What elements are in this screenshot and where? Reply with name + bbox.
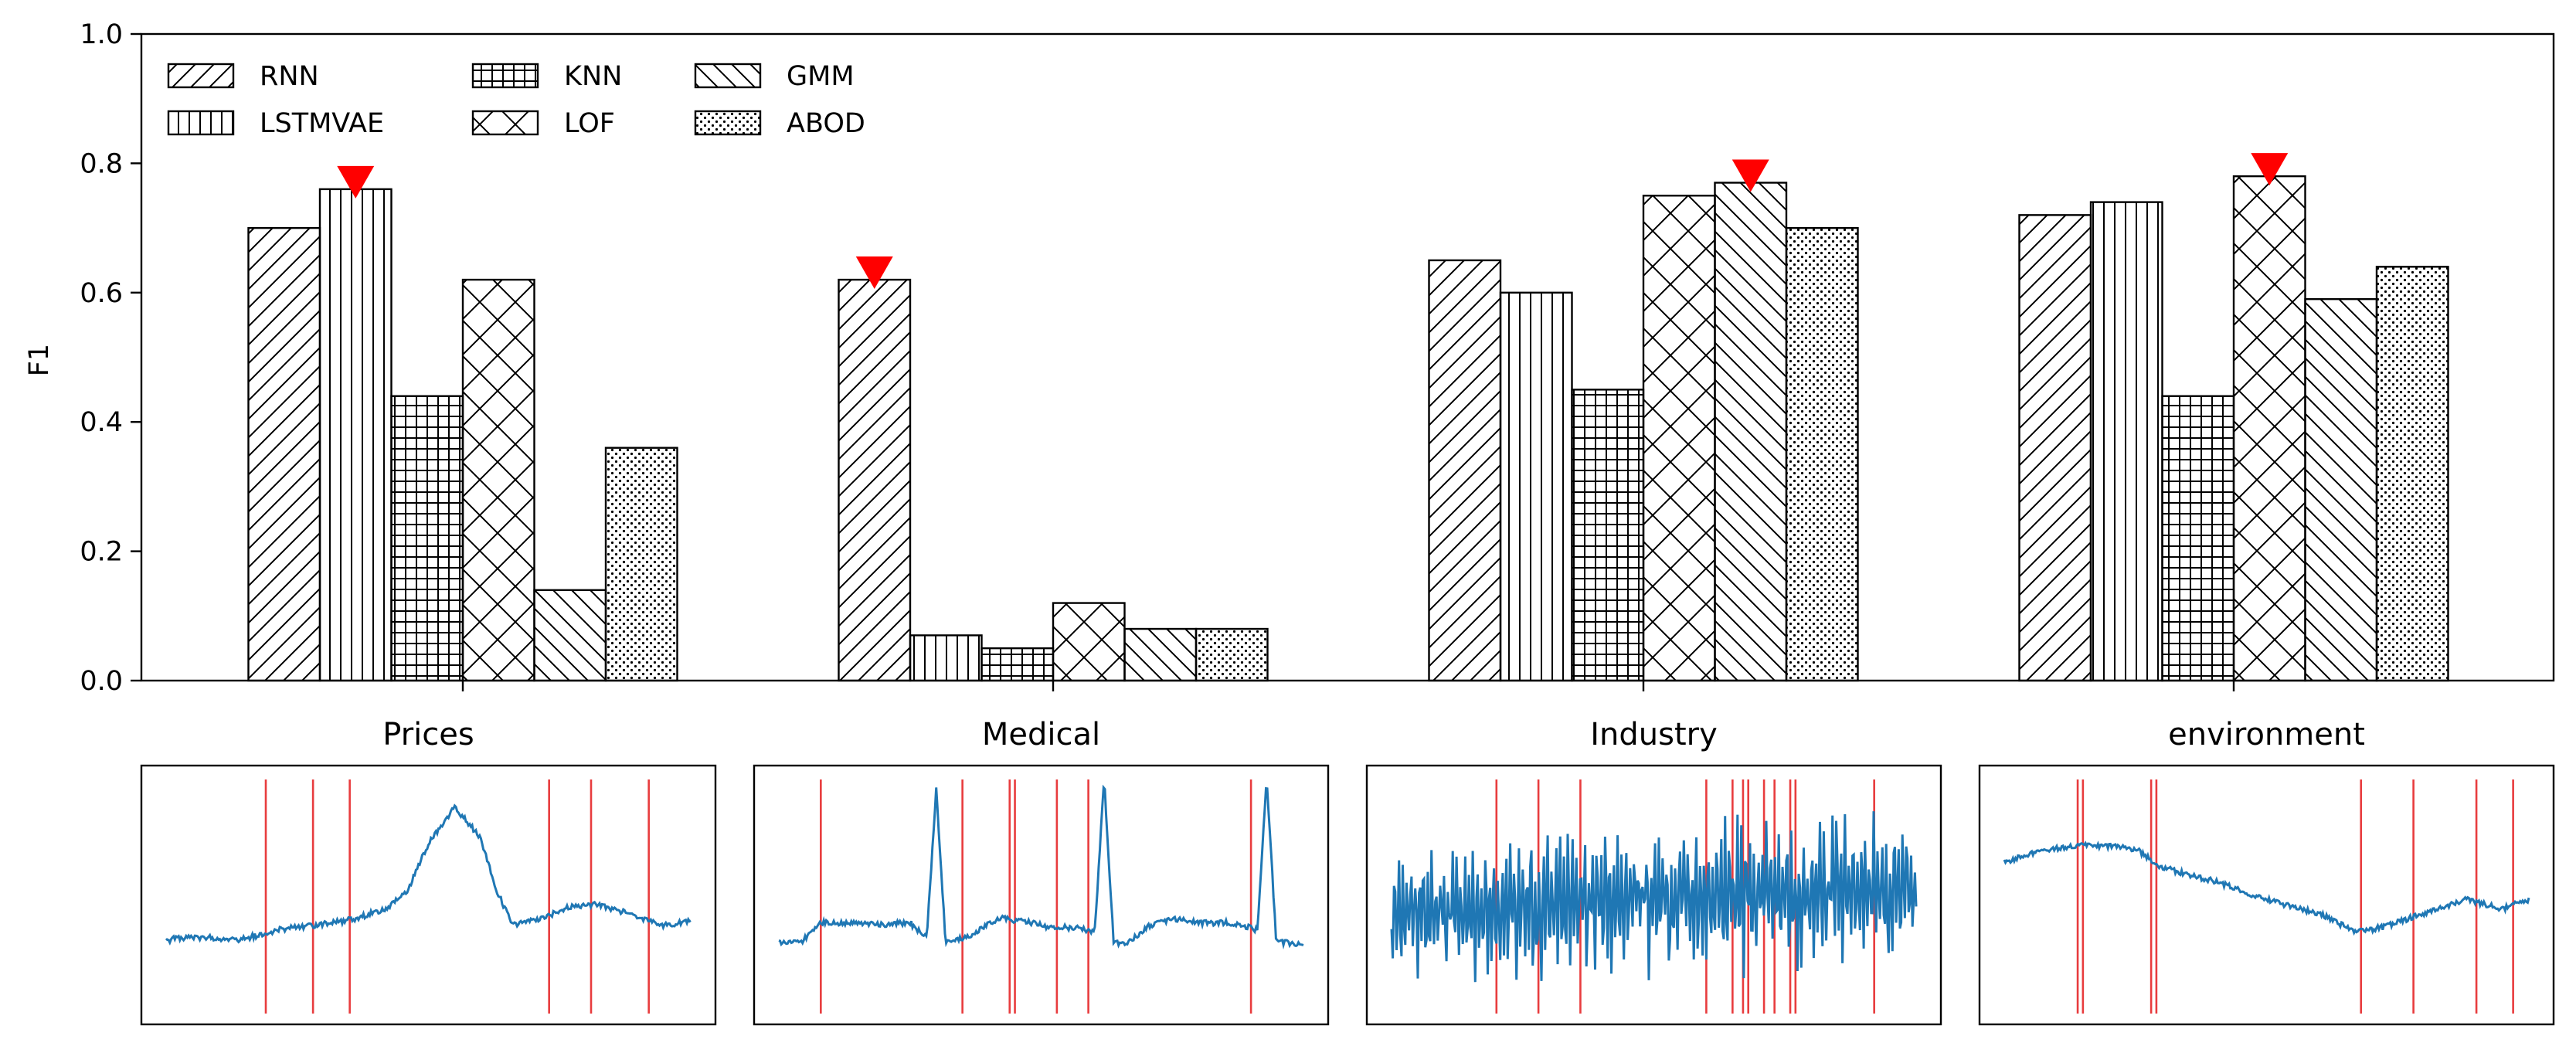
bar-gmm-medical — [1123, 627, 1198, 682]
plot-frame — [140, 32, 2555, 682]
mini-chart-frame — [1365, 764, 1942, 1026]
bar-knn-industry — [1571, 389, 1645, 682]
legend-swatch-knn — [471, 63, 539, 89]
legend: RNN LSTMVAE KNN LOF GMM ABOD — [167, 61, 865, 139]
bar-gmm-environment — [2304, 297, 2378, 682]
y-tick-label: 0.2 — [80, 537, 123, 568]
best-markers-layer — [337, 153, 2289, 290]
bar-lstmvae-medical — [909, 634, 983, 682]
bar-lstmvae-prices — [318, 188, 393, 682]
mini-chart-title: environment — [2168, 717, 2365, 752]
bar-lof-industry — [1642, 195, 1716, 682]
y-axis-label: F1 — [24, 344, 55, 376]
series-line — [1390, 811, 1918, 983]
bar-rnn-prices — [247, 226, 321, 682]
legend-swatch-lof — [471, 110, 539, 136]
bar-abod-medical — [1195, 627, 1269, 682]
best-marker-prices — [337, 165, 375, 199]
y-tick-label: 0.4 — [80, 407, 123, 438]
legend-label-gmm: GMM — [787, 61, 855, 92]
y-axis: 0.0 0.2 0.4 0.6 0.8 1.0 — [80, 19, 141, 697]
bars-layer — [247, 175, 2449, 682]
bar-rnn-industry — [1428, 259, 1502, 682]
mini-chart-medical: Medical — [753, 717, 1330, 1026]
bar-lof-medical — [1052, 602, 1126, 682]
y-tick-label: 0.8 — [80, 148, 123, 179]
legend-label-abod: ABOD — [787, 108, 865, 139]
mini-charts: Prices Medical Industry environment — [140, 717, 2555, 1026]
y-tick-label: 0.0 — [80, 666, 123, 697]
best-marker-industry — [1731, 159, 1769, 192]
legend-swatch-lstmvae — [167, 110, 235, 136]
mini-chart-environment: environment — [1978, 717, 2555, 1026]
legend-swatch-rnn — [167, 63, 235, 89]
bar-rnn-environment — [2018, 214, 2092, 682]
bar-lstmvae-industry — [1499, 291, 1573, 682]
mini-chart-title: Industry — [1590, 717, 1718, 752]
mini-chart-title: Prices — [382, 717, 474, 752]
mini-chart-prices: Prices — [140, 717, 717, 1026]
y-tick-label: 1.0 — [80, 19, 123, 50]
legend-label-lstmvae: LSTMVAE — [260, 108, 384, 139]
bar-abod-prices — [604, 447, 678, 682]
legend-swatch-abod — [694, 110, 762, 136]
mini-chart-industry: Industry — [1365, 717, 1942, 1026]
mini-chart-title: Medical — [982, 717, 1100, 752]
bar-lstmvae-environment — [2089, 201, 2163, 682]
bar-lof-prices — [461, 278, 535, 682]
series-line — [2003, 841, 2530, 936]
main-bar-chart: 0.0 0.2 0.4 0.6 0.8 1.0 F1 RNN LSTMVAE KNN LOF GM… — [24, 19, 2555, 697]
mini-chart-frame — [140, 764, 717, 1026]
bar-knn-prices — [390, 395, 464, 682]
bar-rnn-medical — [838, 278, 912, 682]
legend-swatch-gmm — [694, 63, 762, 89]
bar-knn-environment — [2161, 395, 2235, 682]
bar-gmm-prices — [533, 589, 607, 682]
bar-knn-medical — [980, 647, 1055, 682]
legend-label-knn: KNN — [564, 61, 622, 92]
best-marker-environment — [2251, 153, 2289, 186]
bar-abod-environment — [2375, 266, 2449, 682]
legend-label-rnn: RNN — [260, 61, 319, 92]
bar-lof-environment — [2232, 175, 2306, 682]
x-axis — [461, 681, 2235, 691]
series-line — [165, 803, 692, 946]
series-line — [778, 784, 1304, 950]
y-tick-label: 0.6 — [80, 278, 123, 309]
mini-chart-frame — [1978, 764, 2555, 1026]
bar-gmm-industry — [1714, 182, 1788, 682]
legend-label-lof: LOF — [564, 108, 615, 139]
mini-chart-frame — [753, 764, 1330, 1026]
bar-abod-industry — [1785, 226, 1859, 682]
best-marker-medical — [855, 256, 893, 290]
